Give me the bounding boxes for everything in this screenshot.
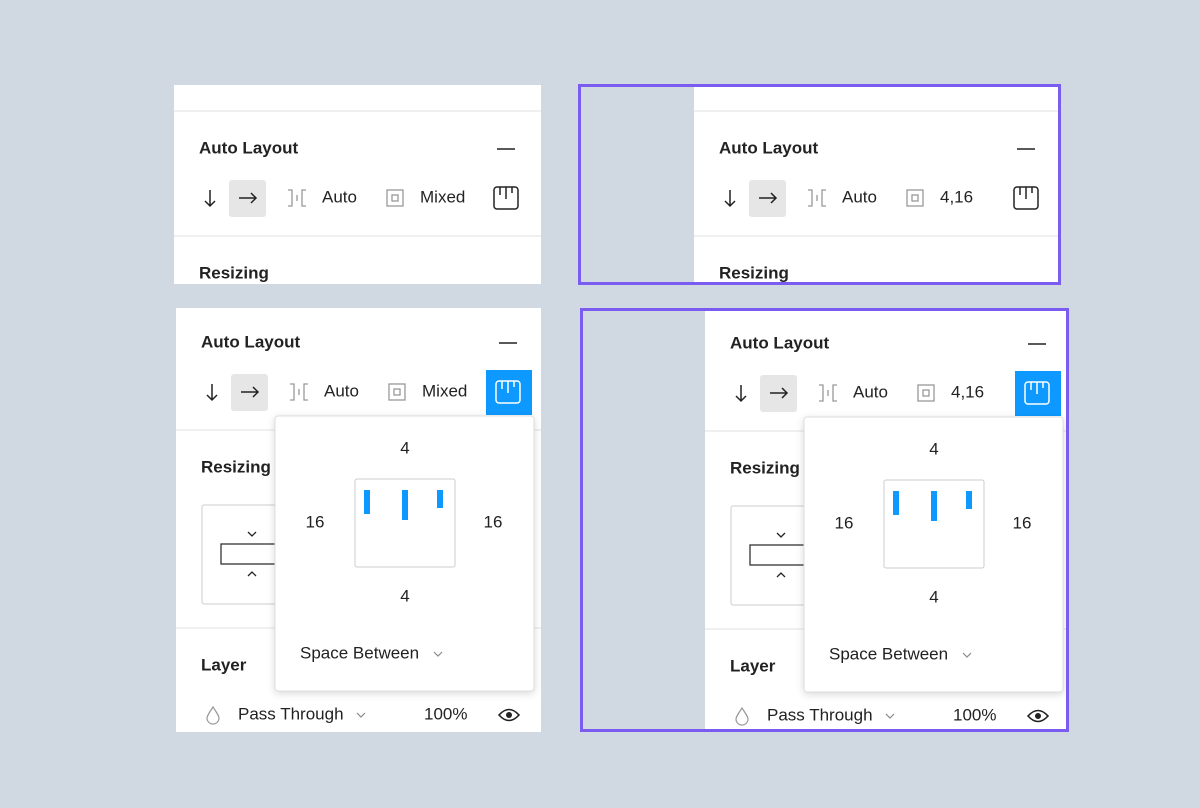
spacing-icon — [290, 383, 308, 401]
alignment-icon-bars — [501, 381, 515, 393]
align-bar — [437, 490, 443, 508]
visibility-icon[interactable] — [497, 708, 521, 722]
padding-icon-inner — [911, 194, 919, 202]
chevron-down — [776, 532, 786, 538]
alignment-button-active[interactable] — [1015, 371, 1061, 416]
highlight-frame — [580, 308, 1069, 732]
padding-top[interactable]: 4 — [929, 439, 938, 458]
align-bar — [402, 490, 408, 520]
alignment-icon-bars — [1019, 187, 1033, 199]
section-title: Auto Layout — [199, 138, 298, 157]
chevron — [356, 712, 366, 718]
direction-vertical[interactable] — [724, 190, 736, 208]
direction-vertical[interactable] — [204, 190, 216, 208]
alignment-icon-bars — [499, 187, 513, 199]
opacity[interactable]: 100% — [953, 705, 996, 724]
blend-icon — [735, 706, 749, 726]
chevron-down — [247, 531, 257, 537]
padding-value[interactable]: 4,16 — [951, 382, 984, 401]
section-title: Layer — [201, 655, 247, 674]
arrow-right — [241, 386, 260, 398]
padding-right[interactable]: 16 — [1013, 513, 1032, 532]
arrow-right — [759, 192, 778, 204]
padding-value[interactable]: 4,16 — [940, 187, 973, 206]
direction-vertical[interactable] — [735, 385, 747, 403]
distribution-dropdown[interactable]: Space Between — [300, 643, 419, 662]
padding-value[interactable]: Mixed — [420, 187, 465, 206]
alignment-grid[interactable] — [883, 479, 985, 569]
visibility-pupil — [1035, 713, 1041, 719]
padding-left[interactable]: 16 — [306, 512, 325, 531]
section-title: Resizing — [730, 458, 800, 477]
alignment-grid[interactable] — [354, 478, 456, 568]
padding-icon — [906, 189, 924, 207]
align-bar — [966, 491, 972, 509]
section-title: Layer — [730, 656, 776, 675]
properties-panel: Auto Layout Auto 4,16 Resizing Layer Pass Thr… — [705, 310, 1066, 730]
section-title: Resizing — [199, 263, 269, 282]
spacing-icon — [288, 189, 306, 207]
section-title: Auto Layout — [201, 332, 300, 351]
chevron-up — [776, 572, 786, 578]
padding-bottom[interactable]: 4 — [400, 586, 409, 605]
direction-vertical[interactable] — [206, 384, 218, 402]
padding-icon-inner — [393, 388, 401, 396]
spacing-icon — [819, 384, 837, 402]
align-bar — [931, 491, 937, 521]
blend-mode[interactable]: Pass Through — [767, 705, 873, 724]
padding-right[interactable]: 16 — [484, 512, 503, 531]
visibility-pupil — [506, 712, 512, 718]
opacity[interactable]: 100% — [424, 704, 467, 723]
blend-icon — [206, 705, 220, 725]
spacing-value[interactable]: Auto — [853, 382, 888, 401]
chevron-up — [247, 571, 257, 577]
padding-icon — [386, 189, 404, 207]
properties-panel: Auto Layout Auto Mixed Resizing Layer Pass Th… — [176, 308, 541, 732]
spacing-value[interactable]: Auto — [842, 187, 877, 206]
align-bar — [364, 490, 370, 514]
spacing-value[interactable]: Auto — [322, 187, 357, 206]
padding-icon — [388, 383, 406, 401]
section-title: Resizing — [719, 263, 789, 282]
padding-icon-inner — [922, 389, 930, 397]
spacing-icon — [808, 189, 826, 207]
distribution-dropdown[interactable]: Space Between — [829, 644, 948, 663]
chevron — [962, 652, 972, 658]
padding-bottom[interactable]: 4 — [929, 587, 938, 606]
alignment-button-active[interactable] — [486, 370, 532, 415]
padding-icon — [917, 384, 935, 402]
padding-value[interactable]: Mixed — [422, 381, 467, 400]
alignment-icon-bars — [1030, 382, 1044, 394]
section-title: Auto Layout — [719, 138, 818, 157]
padding-icon-inner — [391, 194, 399, 202]
chevron — [433, 651, 443, 657]
highlight-frame — [578, 84, 1061, 285]
align-bar — [893, 491, 899, 515]
padding-top[interactable]: 4 — [400, 438, 409, 457]
properties-panel: Auto Layout Auto 4,16 Resizing — [694, 86, 1058, 283]
arrow-right — [239, 192, 258, 204]
section-title: Auto Layout — [730, 333, 829, 352]
section-title: Resizing — [201, 457, 271, 476]
blend-mode[interactable]: Pass Through — [238, 704, 344, 723]
visibility-icon[interactable] — [1026, 709, 1050, 723]
chevron — [885, 713, 895, 719]
padding-left[interactable]: 16 — [835, 513, 854, 532]
spacing-value[interactable]: Auto — [324, 381, 359, 400]
properties-panel: Auto Layout Auto Mixed Resizing — [174, 85, 541, 284]
panel-background — [694, 86, 1058, 283]
arrow-right — [770, 387, 789, 399]
